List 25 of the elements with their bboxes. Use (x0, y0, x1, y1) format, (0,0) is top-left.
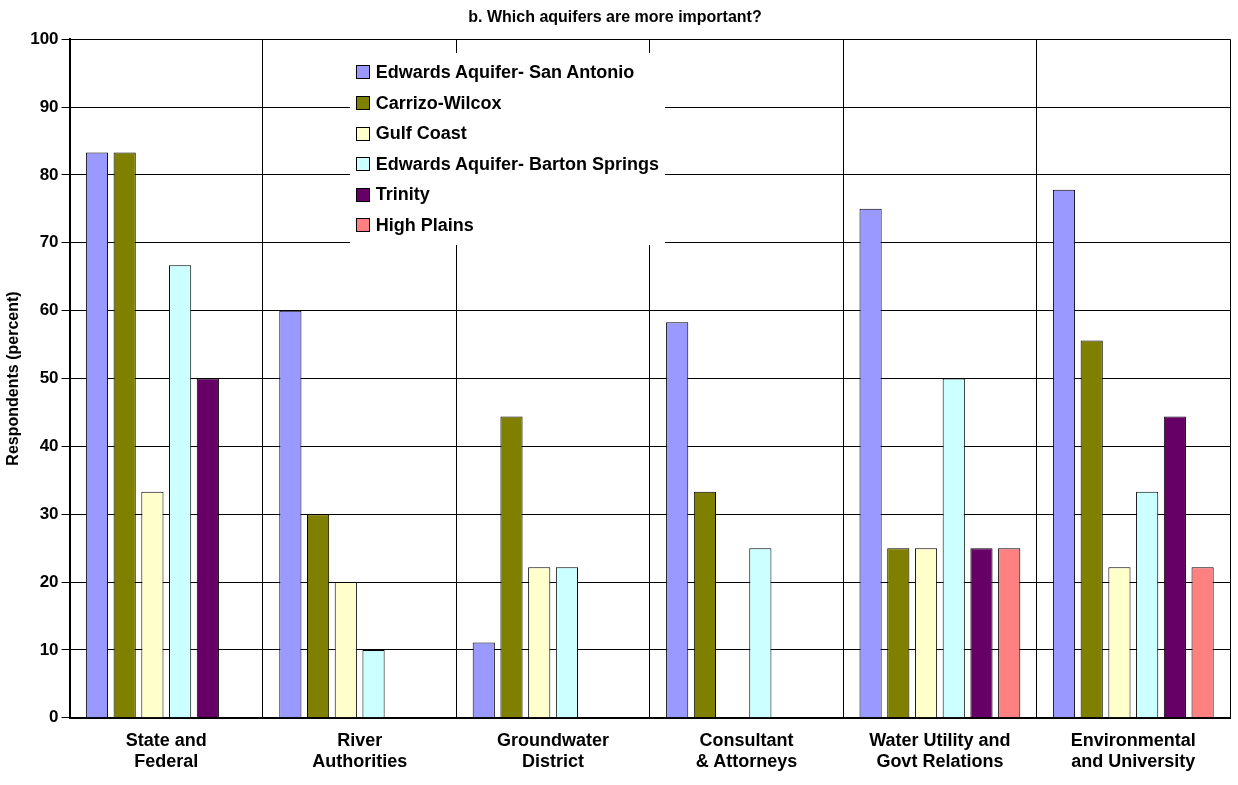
x-tick-label: Groundwater District (497, 729, 610, 772)
y-tick-label: 0 (49, 707, 59, 727)
y-tick-label: 70 (39, 232, 59, 252)
legend-label: Trinity (374, 183, 431, 207)
x-tick-label: River Authorities (312, 729, 408, 772)
y-tick-label: 50 (39, 368, 59, 388)
x-tick-label: Consultant & Attorneys (695, 729, 798, 772)
y-tick-label: 80 (39, 164, 59, 184)
y-tick-label: 60 (39, 300, 59, 320)
y-tick-label: 10 (39, 639, 59, 659)
y-tick-label: 90 (39, 96, 59, 116)
legend-label: Carrizo-Wilcox (374, 91, 503, 115)
legend-label: High Plains (374, 213, 475, 237)
legend-label: Edwards Aquifer- San Antonio (374, 61, 636, 84)
y-tick-label: 100 (30, 28, 59, 48)
legend-label: Edwards Aquifer- Barton Springs (374, 152, 660, 176)
y-tick-label: 20 (39, 571, 59, 591)
y-tick-label: 30 (39, 503, 59, 523)
x-tick-label: State and Federal (125, 729, 207, 772)
x-tick-label: Water Utility and Govt Relations (869, 729, 1011, 772)
y-tick-label: 40 (39, 436, 59, 456)
legend-label: Gulf Coast (374, 122, 468, 146)
x-tick-label: Environmental and University (1070, 729, 1196, 772)
y-axis-title: Respondents (percent) (4, 291, 22, 466)
chart-title: b. Which aquifers are more important? (468, 8, 762, 26)
